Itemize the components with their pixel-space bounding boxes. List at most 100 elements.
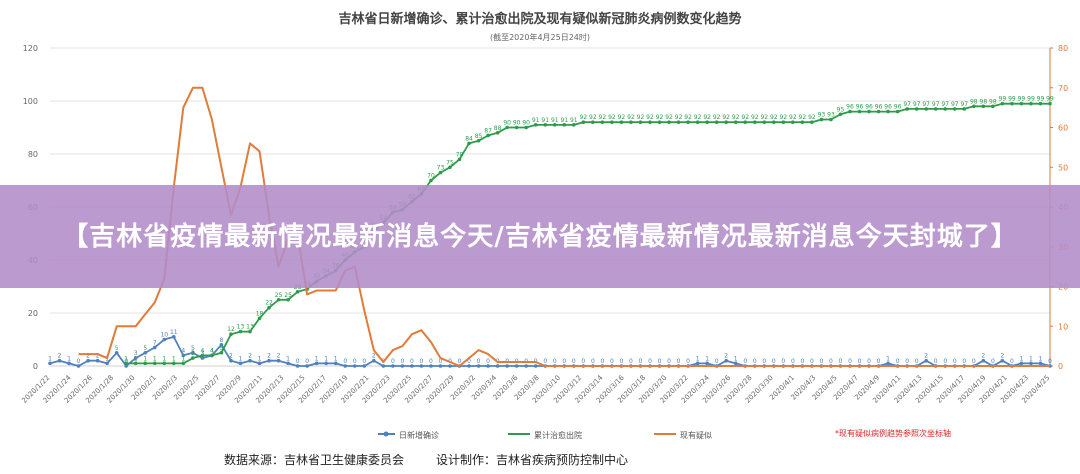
x-axis: 2020/1/222020/1/242020/1/262020/1/282020… [20,365,1051,405]
new-case-point [419,364,424,368]
cured-point [229,332,233,337]
cured-label: 92 [589,114,597,121]
new-case-point [476,364,481,368]
cured-label: 1 [143,355,147,362]
new-case-point [172,335,176,339]
cured-label: 1 [153,355,157,362]
cured-point [705,120,709,124]
new-case-label: 0 [915,358,919,365]
new-case-label: 0 [829,358,833,365]
cured-label: 97 [960,101,968,108]
new-case-point [438,364,443,368]
cured-label: 5 [220,345,224,352]
new-case-label: 0 [677,358,681,365]
new-case-point [505,364,509,368]
new-case-point [57,358,62,363]
new-case-label: 1 [258,355,262,362]
new-case-point [219,343,224,347]
new-case-label: 0 [477,358,481,365]
new-case-point [152,345,157,350]
cured-label: 1 [134,355,138,362]
new-case-label: 0 [686,358,690,365]
cured-label: 92 [780,114,788,121]
cured-point [772,120,776,124]
cured-label: 4 [200,347,204,354]
cured-point [800,120,805,124]
cured-label: 92 [637,114,645,121]
cured-point [524,125,528,130]
cured-label: 90 [522,120,530,127]
left-tick-label: 0 [33,362,38,371]
cured-point [295,290,300,294]
new-case-label: 2 [981,353,985,360]
new-case-label: 0 [1010,358,1014,365]
new-case-point [238,361,243,366]
new-case-label: 0 [410,358,414,365]
cured-point [162,361,167,366]
new-case-point [429,364,433,368]
new-case-point [248,358,252,363]
cured-label: 96 [846,104,854,111]
new-case-label: 0 [858,358,862,365]
new-case-point [143,350,148,355]
cured-label: 92 [799,114,807,121]
cured-label: 70 [427,173,435,180]
new-case-label: 0 [420,358,424,365]
cured-point [895,109,900,114]
new-case-point [733,361,738,366]
cured-label: 95 [837,106,845,113]
new-case-label: 0 [486,358,490,365]
new-case-point [886,361,890,366]
cured-point [429,178,433,183]
new-case-point [276,358,281,363]
new-case-label: 1 [696,355,700,362]
cured-point [876,109,881,114]
cured-point [933,107,938,111]
new-case-point [695,361,700,366]
new-case-label: 0 [400,358,404,365]
cured-label: 92 [675,114,683,121]
cured-label: 92 [732,114,740,121]
cured-label: 99 [1008,96,1016,103]
cured-label: 96 [865,104,873,111]
new-case-label: 0 [305,358,309,365]
cured-label: 97 [903,101,911,108]
cured-label: 85 [475,133,483,140]
cured-point [724,120,728,124]
cured-point [972,104,976,109]
new-case-point [333,361,338,366]
new-case-label: 1 [239,355,243,362]
cured-label: 3 [191,350,195,357]
new-case-label: 0 [296,358,300,365]
cured-label: 99 [999,96,1007,103]
cured-label: 91 [570,117,578,124]
new-case-label: 0 [905,358,909,365]
cured-point [200,353,205,358]
cured-label: 93 [827,112,835,119]
cured-label: 88 [494,125,502,132]
legend-cured-label: 累计治愈出院 [534,430,582,440]
new-case-label: 0 [810,358,814,365]
cured-label: 92 [808,114,816,121]
cured-label: 92 [770,114,778,121]
new-case-label: 0 [343,358,347,365]
cured-label: 99 [1018,96,1026,103]
new-case-label: 0 [820,358,824,365]
cured-point [1000,101,1005,106]
cured-point [848,109,852,114]
cured-point [857,109,862,114]
cured-point [133,361,138,366]
new-case-label: 2 [58,353,62,360]
cured-label: 92 [694,114,702,121]
cured-label: 18 [256,310,264,317]
cured-label: 96 [875,104,883,111]
cured-point [276,297,281,302]
cured-point [714,120,719,124]
new-case-label: 2 [96,353,100,360]
cured-point [743,120,748,124]
cured-label: 4 [210,347,214,354]
cured-label: 92 [751,114,759,121]
cured-point [591,120,595,124]
new-case-label: 1 [886,355,890,362]
cured-point [486,133,490,138]
